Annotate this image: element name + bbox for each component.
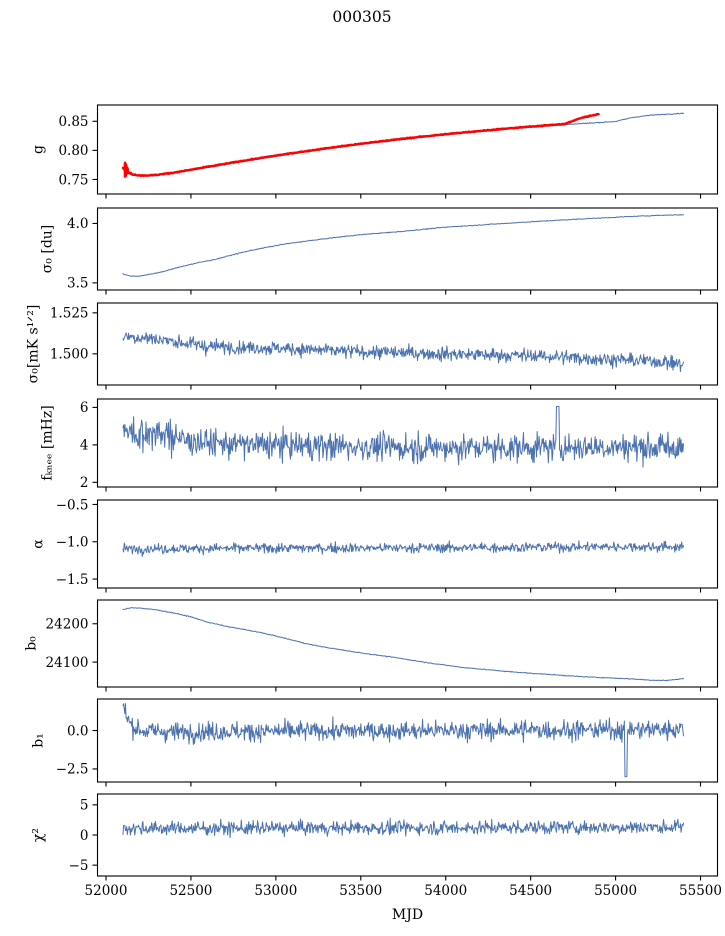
y-tick-label: −0.5 xyxy=(56,497,89,513)
y-axis-label: b₀ xyxy=(24,636,40,651)
y-tick-label: −5 xyxy=(69,858,89,874)
panel-frame xyxy=(96,698,719,783)
y-tick-label: 3.5 xyxy=(67,276,88,292)
x-tick-label: 52500 xyxy=(169,883,212,899)
series-b0 xyxy=(122,606,685,682)
y-tick-label: 0.85 xyxy=(58,114,88,130)
y-axis-label: α xyxy=(31,539,47,549)
panel-sigma0_du: 3.5 4.0 σ₀ [du] xyxy=(40,207,719,295)
y-tick-label: −1.0 xyxy=(56,535,89,551)
y-tick-label: 1.525 xyxy=(50,306,89,322)
x-tick-label: 54500 xyxy=(509,883,552,899)
x-tick-label: 53500 xyxy=(339,883,382,899)
series-chi2 xyxy=(122,817,685,839)
y-tick-label: 24100 xyxy=(46,655,89,671)
y-tick-label: 0 xyxy=(80,828,89,844)
series-sigma0-mKs xyxy=(122,332,685,373)
series-g-model xyxy=(121,112,600,178)
panel-frame xyxy=(96,793,719,877)
panel-b1: 0.0 −2.5 b₁ xyxy=(31,698,719,787)
panel-frame xyxy=(96,599,719,688)
y-tick-label: 24200 xyxy=(46,617,89,633)
y-tick-label: 2 xyxy=(80,475,89,491)
y-axis-label: σ₀ [du] xyxy=(40,225,56,274)
panel-f_knee: 2 4 6 fₖₙₑₑ [mHz] xyxy=(40,398,719,492)
series-alpha xyxy=(122,540,685,557)
panel-frame xyxy=(96,104,719,195)
y-tick-label: −2.5 xyxy=(56,762,89,778)
x-tick-label: 54000 xyxy=(424,883,467,899)
panel-frame xyxy=(96,499,719,589)
x-tick-label: 55000 xyxy=(594,883,637,899)
y-tick-label: 4 xyxy=(80,438,89,454)
panel-sigma0_mKs: 1.500 1.525 σ₀[mK s¹ᐟ²] xyxy=(26,302,719,390)
y-axis-label: χ² xyxy=(31,828,47,842)
y-axis-label: fₖₙₑₑ [mHz] xyxy=(40,405,56,480)
y-axis-label: b₁ xyxy=(31,733,47,748)
y-axis-label: g xyxy=(31,145,47,154)
panel-b0: 24100 24200 b₀ xyxy=(24,599,719,692)
y-tick-label: −1.5 xyxy=(56,572,89,588)
x-axis-label: MJD xyxy=(392,907,423,923)
figure-title: 000305 xyxy=(332,8,391,26)
panel-g: 0.75 0.80 0.85 g xyxy=(31,104,719,199)
series-sigma0-du xyxy=(122,214,685,277)
y-tick-label: 0.0 xyxy=(67,723,88,739)
panel-frame xyxy=(96,302,719,386)
y-tick-label: 0.80 xyxy=(58,143,88,159)
x-tick-label: 55500 xyxy=(679,883,722,899)
panel-frame xyxy=(96,398,719,488)
series-f-knee xyxy=(122,405,685,468)
x-tick-label: 53000 xyxy=(254,883,297,899)
y-tick-label: 6 xyxy=(80,400,89,416)
panel-chi2: 5 0 −5 χ² xyxy=(31,793,719,881)
y-tick-label: 0.75 xyxy=(58,172,88,188)
panel-frame xyxy=(96,207,719,291)
y-axis-label: σ₀[mK s¹ᐟ²] xyxy=(26,305,42,384)
y-tick-label: 4.0 xyxy=(67,216,88,232)
x-tick-label: 52000 xyxy=(85,883,128,899)
y-tick-label: 5 xyxy=(80,798,89,814)
panel-alpha: −0.5 −1.0 −1.5 α xyxy=(31,497,719,593)
y-tick-label: 1.500 xyxy=(50,347,89,363)
series-b1 xyxy=(122,703,685,778)
